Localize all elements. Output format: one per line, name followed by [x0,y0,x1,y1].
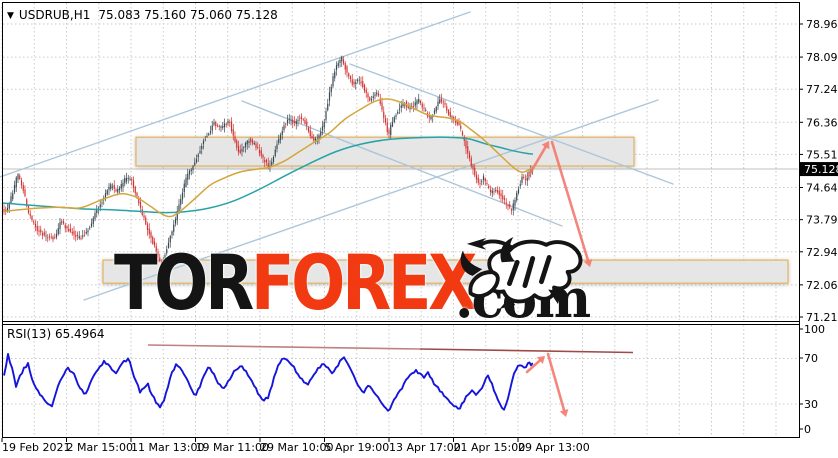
time-axis-label: 19 Feb 2021 [2,441,70,454]
support-zone[interactable] [102,259,789,284]
rsi-up-arrow[interactable] [525,356,545,374]
price-axis-label: 76.365 [806,116,838,129]
symbol-dropdown-icon[interactable]: ▼ [7,11,14,21]
ascending-channel-upper[interactable] [0,11,471,178]
time-axis-label: 5 Apr 19:00 [325,441,390,454]
price-axis-label: 78.965 [806,18,838,31]
rsi-axis-label: 30 [804,398,818,411]
price-axis-label: 77.240 [806,83,838,96]
rsi-trendline-right[interactable] [419,348,634,354]
price-axis-label: 72.065 [806,279,838,292]
rsi-axis-label: 100 [804,323,825,336]
price-axis-label: 78.090 [806,51,838,64]
rsi-indicator-label: RSI(13) 65.4964 [7,327,105,341]
ohlc-values: 75.083 75.160 75.060 75.128 [98,8,278,22]
price-axis-label: 75.515 [806,148,838,161]
price-axis[interactable]: 78.965 78.090 77.240 76.365 75.515 74.640 73.7… [799,18,838,324]
price-axis-label: 73.790 [806,214,838,227]
time-axis-label: 29 Mar 10:00 [260,441,333,454]
rsi-axis-label: 0 [804,423,811,436]
rsi-trendline-left[interactable] [147,344,421,350]
time-axis-label: 19 Mar 11:00 [196,441,269,454]
candlestick-series [3,55,534,271]
ascending-channel-lower[interactable] [83,99,659,301]
time-axis-label: 13 Apr 17:00 [389,441,461,454]
rsi-axis[interactable]: 100 70 30 0 [799,323,825,436]
ma-fast-orange-line [1,98,534,218]
current-price-label: 75.128 [804,163,838,176]
panel-borders [2,2,800,438]
price-axis-label: 71.215 [806,311,838,324]
forecast-arrows[interactable] [525,140,593,417]
chart-title: ▼ USDRUB,H1 75.083 75.160 75.060 75.128 [7,8,278,22]
forecast-up-arrow[interactable] [526,141,550,179]
grid-lines [1,3,798,436]
time-axis-label: 2 Mar 15:00 [67,441,133,454]
rsi-series [3,344,634,412]
current-price-badge [800,162,838,177]
symbol-period-label: USDRUB,H1 [18,8,91,22]
time-axis-label: 21 Apr 15:00 [454,441,526,454]
time-axis-label: 29 Apr 13:00 [518,441,590,454]
descending-channel-lower[interactable] [241,100,563,227]
price-axis-label: 74.640 [806,182,838,195]
price-axis-label: 72.940 [806,246,838,259]
price-zones[interactable] [102,136,789,284]
descending-channel-upper[interactable] [349,63,674,185]
moving-averages [1,98,534,218]
rsi-down-arrow[interactable] [546,352,569,417]
rsi-line [3,352,534,412]
trendlines[interactable] [0,11,674,301]
time-axis-label: 11 Mar 13:00 [131,441,204,454]
rsi-axis-label: 70 [804,352,818,365]
